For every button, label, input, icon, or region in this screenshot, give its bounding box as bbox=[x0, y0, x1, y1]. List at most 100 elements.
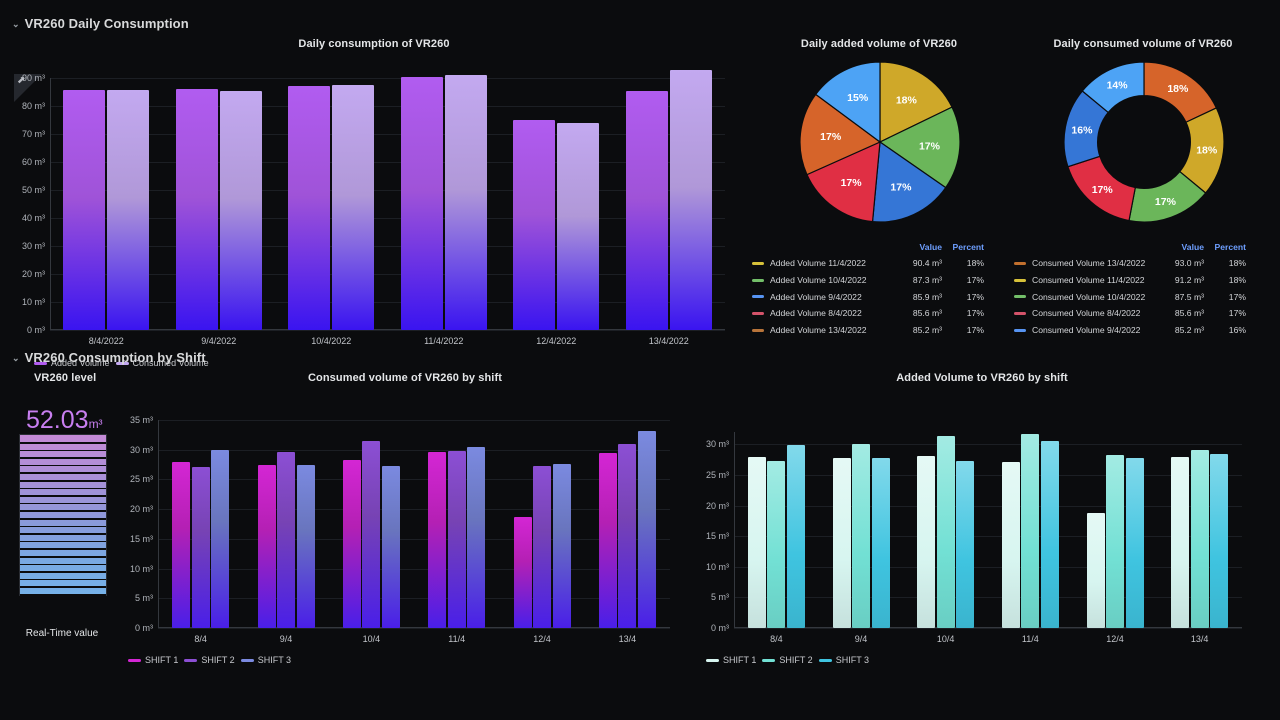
legend-header-percent[interactable]: Percent bbox=[952, 242, 984, 252]
bar[interactable] bbox=[513, 516, 532, 628]
bar[interactable] bbox=[428, 452, 447, 628]
gridline bbox=[50, 246, 725, 247]
bar[interactable] bbox=[936, 436, 955, 628]
pie-legend-added-volume[interactable]: Value Percent Added Volume 11/4/2022 90.4 m… bbox=[752, 242, 1008, 338]
pie-slice[interactable] bbox=[814, 61, 881, 144]
pie-slice[interactable] bbox=[799, 93, 882, 176]
bar[interactable] bbox=[447, 450, 466, 628]
bar[interactable] bbox=[557, 122, 600, 330]
bar[interactable] bbox=[552, 463, 571, 628]
bar[interactable] bbox=[381, 466, 400, 628]
bar[interactable] bbox=[533, 466, 551, 628]
chevron-down-icon[interactable]: ⌄ bbox=[12, 353, 20, 363]
legend-header-value[interactable]: Value bbox=[919, 242, 942, 252]
legend-item[interactable]: Added Volume bbox=[34, 358, 110, 368]
legend-item[interactable]: SHIFT 2 bbox=[762, 655, 813, 665]
bar[interactable] bbox=[107, 90, 150, 330]
bar[interactable] bbox=[1021, 434, 1040, 628]
legend-table-row[interactable]: Added Volume 9/4/2022 85.9 m³ 17% bbox=[752, 288, 1008, 305]
legend-item[interactable]: SHIFT 3 bbox=[818, 655, 869, 665]
bar[interactable] bbox=[172, 462, 191, 628]
pie-legend-consumed-volume[interactable]: Value Percent Consumed Volume 13/4/2022 93.… bbox=[1014, 242, 1272, 338]
bar[interactable] bbox=[625, 91, 668, 330]
legend-table-row[interactable]: Consumed Volume 10/4/2022 87.5 m³ 17% bbox=[1014, 288, 1272, 305]
bar[interactable] bbox=[1001, 462, 1020, 628]
legend-table-row[interactable]: Added Volume 8/4/2022 85.6 m³ 17% bbox=[752, 305, 1008, 322]
legend-table-row[interactable]: Added Volume 11/4/2022 90.4 m³ 18% bbox=[752, 255, 1008, 272]
x-axis-tick-label: 8/4 bbox=[770, 634, 783, 644]
bar[interactable] bbox=[342, 459, 361, 628]
chart-legend-daily-consumption[interactable]: Added Volume Consumed Volume bbox=[34, 358, 209, 368]
bar[interactable] bbox=[1125, 457, 1144, 628]
panel-vr260-level: VR260 level 52.03m³ Real-Time value bbox=[4, 372, 120, 662]
bar[interactable] bbox=[400, 76, 443, 330]
bar[interactable] bbox=[296, 464, 315, 628]
legend-item[interactable]: SHIFT 2 bbox=[184, 655, 235, 665]
bar[interactable] bbox=[211, 449, 230, 628]
pie-slice[interactable] bbox=[806, 141, 881, 223]
legend-series-label: Consumed Volume 11/4/2022 bbox=[1032, 275, 1145, 286]
bar[interactable] bbox=[219, 91, 262, 330]
chart-legend-consumed-by-shift[interactable]: SHIFT 1 SHIFT 2 SHIFT 3 bbox=[128, 655, 291, 665]
legend-item[interactable]: SHIFT 1 bbox=[706, 655, 756, 665]
bar[interactable] bbox=[1086, 513, 1105, 628]
bar[interactable] bbox=[852, 444, 870, 628]
bar[interactable] bbox=[191, 466, 210, 628]
gridline bbox=[158, 479, 670, 481]
pie-slice[interactable] bbox=[1081, 61, 1145, 114]
bar[interactable] bbox=[669, 69, 712, 330]
bar[interactable] bbox=[444, 74, 487, 330]
bar[interactable] bbox=[1190, 450, 1209, 628]
chart-legend-added-by-shift[interactable]: SHIFT 1 SHIFT 2 SHIFT 3 bbox=[706, 655, 869, 665]
bar[interactable] bbox=[1106, 455, 1124, 628]
bar[interactable] bbox=[832, 457, 851, 628]
row-header-consumption-by-shift[interactable]: ⌄ VR260 Consumption by Shift bbox=[12, 350, 206, 365]
legend-table-row[interactable]: Consumed Volume 8/4/2022 85.6 m³ 17% bbox=[1014, 305, 1272, 322]
panel-daily-added-volume: Daily added volume of VR260 18% 17% 17% 17%… bbox=[748, 38, 1010, 338]
pie-slice[interactable] bbox=[879, 61, 953, 143]
bar[interactable] bbox=[257, 464, 276, 628]
legend-table-row[interactable]: Consumed Volume 13/4/2022 93.0 m³ 18% bbox=[1014, 255, 1272, 272]
bar[interactable] bbox=[871, 457, 890, 628]
legend-item[interactable]: SHIFT 1 bbox=[128, 655, 178, 665]
panel-link-corner[interactable]: ⬈ bbox=[14, 74, 42, 102]
legend-table-row[interactable]: Added Volume 13/4/2022 85.2 m³ 17% bbox=[752, 322, 1008, 338]
legend-percent-cell: 16% bbox=[1228, 325, 1246, 336]
chevron-down-icon[interactable]: ⌄ bbox=[12, 19, 20, 29]
legend-header-value[interactable]: Value bbox=[1181, 242, 1204, 252]
bar[interactable] bbox=[618, 443, 637, 628]
legend-header-percent[interactable]: Percent bbox=[1214, 242, 1246, 252]
bar[interactable] bbox=[513, 120, 556, 330]
bar[interactable] bbox=[786, 445, 805, 628]
bar[interactable] bbox=[1171, 456, 1190, 628]
pie-slice[interactable] bbox=[878, 106, 961, 189]
bar[interactable] bbox=[637, 430, 656, 628]
pie-slice[interactable] bbox=[871, 140, 947, 223]
pie-chart-added-volume[interactable]: 18% 17% 17% 17% 17% 15% bbox=[799, 61, 961, 223]
bar[interactable] bbox=[63, 90, 106, 330]
bar[interactable] bbox=[598, 452, 617, 628]
bar[interactable] bbox=[332, 85, 375, 330]
bar[interactable] bbox=[288, 85, 331, 330]
external-link-icon[interactable]: ⬈ bbox=[17, 75, 26, 86]
x-axis-tick-label: 12/4 bbox=[533, 634, 551, 644]
legend-table-row[interactable]: Consumed Volume 11/4/2022 91.2 m³ 18% bbox=[1014, 272, 1272, 289]
y-axis-tick-label: 5 m³ bbox=[711, 592, 729, 603]
legend-item[interactable]: SHIFT 3 bbox=[240, 655, 291, 665]
bar[interactable] bbox=[467, 446, 486, 628]
bar[interactable] bbox=[917, 455, 936, 628]
legend-table-row[interactable]: Added Volume 10/4/2022 87.3 m³ 17% bbox=[752, 272, 1008, 289]
donut-chart-consumed-volume[interactable]: 18% 18% 17% 17% 16% 14% bbox=[1063, 61, 1225, 223]
bar[interactable] bbox=[175, 89, 218, 330]
plot-area-consumed-by-shift: 0 m³ 5 m³ 10 m³ 15 m³ 20 m³ 25 m³ 30 m³ 35 m³ 8/… bbox=[130, 415, 670, 644]
bar[interactable] bbox=[767, 461, 786, 628]
bar[interactable] bbox=[1040, 441, 1059, 628]
bar[interactable] bbox=[277, 452, 295, 628]
legend-item[interactable]: Consumed Volume bbox=[115, 358, 209, 368]
row-header-daily-consumption[interactable]: ⌄ VR260 Daily Consumption bbox=[12, 16, 189, 31]
legend-table-row[interactable]: Consumed Volume 9/4/2022 85.2 m³ 16% bbox=[1014, 322, 1272, 338]
bar[interactable] bbox=[362, 441, 381, 628]
bar[interactable] bbox=[956, 461, 975, 628]
bar[interactable] bbox=[1210, 454, 1229, 628]
bar[interactable] bbox=[747, 457, 766, 628]
